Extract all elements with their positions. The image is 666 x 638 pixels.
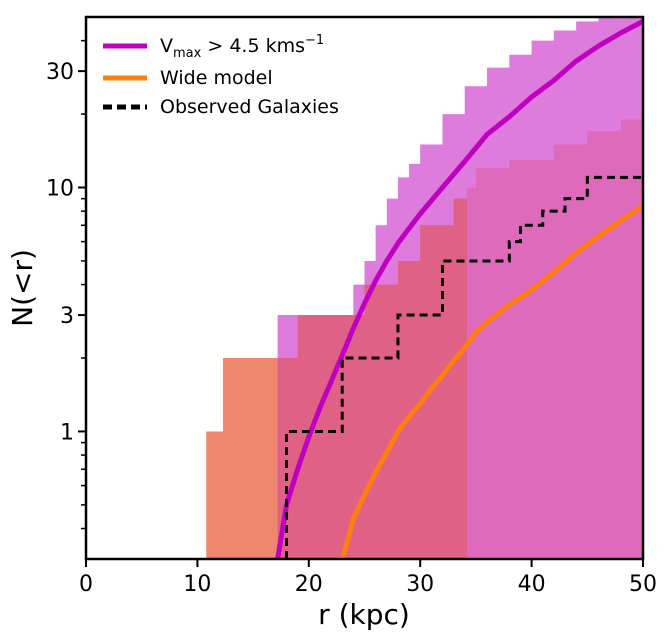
series-line-wide-model bbox=[339, 203, 643, 559]
legend-label-0: Vmax > 4.5 kms−1 bbox=[160, 33, 324, 61]
x-tick-label: 30 bbox=[406, 572, 434, 597]
legend-label-2: Observed Galaxies bbox=[160, 96, 339, 118]
plot-frame bbox=[84, 15, 645, 561]
x-tick-label: 20 bbox=[295, 572, 323, 597]
x-tick-label: 0 bbox=[79, 572, 93, 597]
x-tick-label: 50 bbox=[629, 572, 657, 597]
y-axis-ticks: 1 3 10 30 bbox=[46, 39, 86, 530]
series-line-vmax bbox=[275, 19, 643, 559]
legend: Vmax > 4.5 kms−1 Wide model Observed Galax… bbox=[103, 33, 339, 118]
y-tick-label: 1 bbox=[60, 420, 74, 445]
x-axis-label: r (kpc) bbox=[318, 598, 410, 631]
y-tick-label: 3 bbox=[60, 304, 74, 329]
y-axis-label: N(<r) bbox=[6, 249, 39, 327]
series-lines bbox=[275, 19, 643, 559]
series-observed-galaxies bbox=[285, 175, 643, 559]
y-tick-label: 30 bbox=[46, 60, 74, 85]
confidence-bands bbox=[206, 17, 643, 559]
x-tick-label: 40 bbox=[518, 572, 546, 597]
x-tick-label: 10 bbox=[183, 572, 211, 597]
legend-label-1: Wide model bbox=[160, 67, 273, 89]
x-axis-ticks: 0 10 20 30 40 50 bbox=[79, 559, 657, 597]
y-tick-label: 10 bbox=[46, 177, 74, 202]
